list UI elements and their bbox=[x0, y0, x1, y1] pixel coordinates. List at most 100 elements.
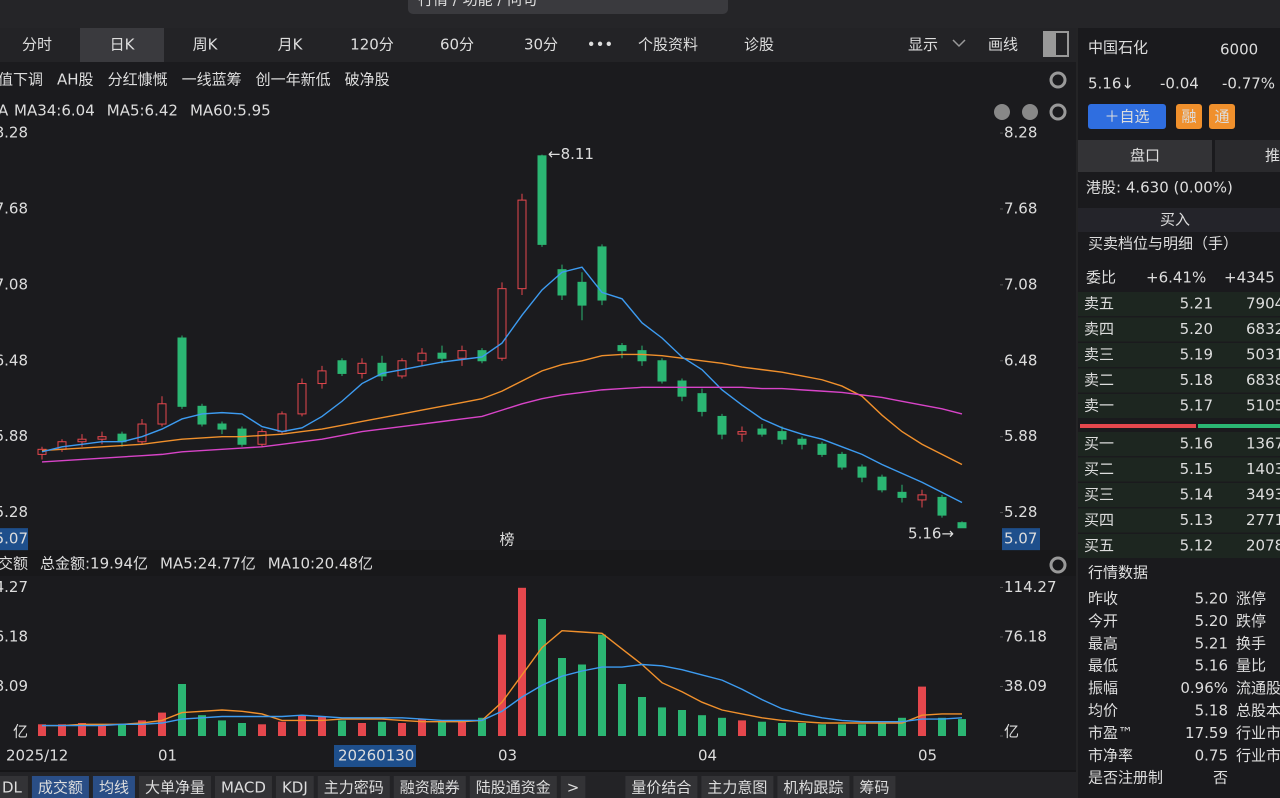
candle-body bbox=[677, 380, 687, 397]
y-tick-label: 5.28 bbox=[0, 503, 28, 521]
candle-body bbox=[697, 393, 707, 412]
candle-body bbox=[277, 413, 287, 433]
bottom-tab-label[interactable]: KDJ bbox=[282, 779, 308, 797]
tab[interactable]: 显示 bbox=[908, 36, 938, 54]
settings-icon[interactable] bbox=[1049, 556, 1067, 574]
depth-level: 买一 bbox=[1084, 435, 1114, 453]
tab[interactable]: 个股资料 bbox=[638, 36, 698, 54]
panel-tab[interactable]: 推 bbox=[1265, 147, 1280, 165]
volume-bar bbox=[518, 587, 526, 736]
search-box[interactable] bbox=[408, 0, 728, 14]
candle-body bbox=[617, 345, 627, 352]
candle-body bbox=[77, 438, 87, 443]
candle-body bbox=[337, 360, 347, 374]
depth-row-bg bbox=[1078, 483, 1280, 507]
stat-value: 5.20 bbox=[1195, 612, 1228, 630]
bottom-tab-bg bbox=[625, 776, 698, 798]
zoom-out[interactable] bbox=[1022, 104, 1038, 120]
tab[interactable]: 分时 bbox=[22, 36, 52, 54]
candle-body bbox=[537, 155, 547, 245]
stat-value: 5.16 bbox=[1195, 657, 1228, 675]
bottom-tab-label[interactable]: 量价结合 bbox=[631, 779, 691, 797]
depth-row-bg bbox=[1078, 292, 1280, 316]
tab[interactable]: 周K bbox=[193, 36, 219, 54]
tab[interactable]: 30分 bbox=[524, 36, 558, 54]
bottom-tab-label[interactable]: DL bbox=[2, 779, 23, 797]
settings-icon[interactable] bbox=[1049, 71, 1067, 89]
stat-label: 均价 bbox=[1088, 702, 1118, 720]
depth-price: 5.20 bbox=[1180, 320, 1213, 338]
chevron bbox=[952, 39, 966, 48]
btn-watch[interactable]: ＋自选 bbox=[1104, 108, 1149, 126]
tag[interactable]: 值下调 bbox=[0, 71, 43, 89]
y-tick-label: 亿 bbox=[1004, 723, 1019, 741]
depth-row-bg bbox=[1078, 534, 1280, 558]
depth-volume: 6832 bbox=[1246, 320, 1280, 338]
y-tick-label: 5.28 bbox=[1004, 503, 1037, 521]
stat-value: 0.96% bbox=[1180, 679, 1228, 697]
stat-value: 否 bbox=[1213, 769, 1228, 787]
bottom-tab-label[interactable]: 陆股通资金 bbox=[476, 779, 551, 797]
bottom-tab-label[interactable]: 成交额 bbox=[38, 779, 83, 797]
volume-bar bbox=[618, 684, 626, 736]
bottom-tab-label[interactable]: > bbox=[567, 779, 580, 797]
tab[interactable]: 画线 bbox=[988, 36, 1018, 54]
tab[interactable]: 月K bbox=[278, 36, 304, 54]
y-tick-label: 114.27 bbox=[1004, 578, 1057, 596]
bottom-tab-label[interactable]: 大单净量 bbox=[145, 779, 205, 797]
volume-bar bbox=[818, 724, 826, 736]
candle-body bbox=[937, 496, 947, 516]
btn-connect[interactable]: 通 bbox=[1214, 108, 1229, 126]
volume-bar bbox=[338, 720, 346, 736]
stat-label: 涨停 bbox=[1236, 590, 1266, 608]
volume-bar bbox=[798, 723, 806, 736]
bottom-tab-label[interactable]: 均线 bbox=[99, 779, 129, 797]
volume-bar bbox=[738, 720, 746, 736]
stat-value: 5.18 bbox=[1195, 702, 1228, 720]
tab[interactable]: 120分 bbox=[350, 36, 394, 54]
tag[interactable]: 一线蓝筹 bbox=[182, 71, 242, 89]
bottom-tab-bg bbox=[0, 776, 28, 798]
tag[interactable]: AH股 bbox=[57, 71, 94, 89]
bottom-tab-label[interactable]: 主力密码 bbox=[324, 779, 384, 797]
tab[interactable]: 日K bbox=[110, 36, 136, 54]
axis-tag: 交额 bbox=[0, 555, 28, 573]
tag[interactable]: 分红慷慨 bbox=[108, 71, 168, 89]
stock-code: 6000 bbox=[1220, 41, 1258, 59]
stat-label: 总股本 bbox=[1236, 702, 1280, 720]
panel-tab[interactable]: 盘口 bbox=[1130, 147, 1160, 165]
volume-bar bbox=[358, 723, 366, 736]
volume-bar bbox=[858, 724, 866, 736]
panel-tab-bg bbox=[1215, 140, 1280, 172]
bottom-tab-label[interactable]: 主力意图 bbox=[707, 779, 767, 797]
tag[interactable]: 创一年新低 bbox=[256, 71, 331, 89]
bottom-tab-label[interactable]: 筹码 bbox=[859, 779, 889, 797]
bottom-tab-label[interactable]: 机构跟踪 bbox=[783, 779, 843, 797]
bottom-tab-label[interactable]: MACD bbox=[221, 779, 266, 797]
volume-bar bbox=[158, 712, 166, 736]
zoom-in[interactable] bbox=[994, 104, 1010, 120]
settings-icon[interactable] bbox=[1049, 103, 1067, 121]
volume-bar bbox=[478, 717, 486, 736]
y-tick-label: 7.08 bbox=[0, 275, 28, 293]
tag[interactable]: 破净股 bbox=[345, 71, 390, 89]
x-tick-label: 03 bbox=[498, 747, 517, 765]
candle-body bbox=[637, 350, 647, 362]
annotation: 5.16→ bbox=[908, 524, 954, 542]
x-tick-label: 04 bbox=[698, 747, 717, 765]
change-pct: -0.77% bbox=[1222, 75, 1275, 93]
candle-body bbox=[497, 288, 507, 359]
tab[interactable]: 60分 bbox=[440, 36, 474, 54]
depth-row-bg bbox=[1078, 343, 1280, 367]
tab[interactable]: 诊股 bbox=[744, 36, 774, 54]
tab[interactable]: ••• bbox=[587, 36, 614, 54]
tab-bar bbox=[0, 28, 1076, 62]
volume-bar bbox=[178, 684, 186, 736]
btn-margin[interactable]: 融 bbox=[1181, 108, 1196, 126]
ratio-bar-green bbox=[1198, 424, 1280, 428]
bottom-tab-label[interactable]: 融资融券 bbox=[400, 779, 460, 797]
volume-bar bbox=[538, 619, 546, 736]
depth-price: 5.12 bbox=[1180, 537, 1213, 555]
volume-bar bbox=[498, 634, 506, 736]
